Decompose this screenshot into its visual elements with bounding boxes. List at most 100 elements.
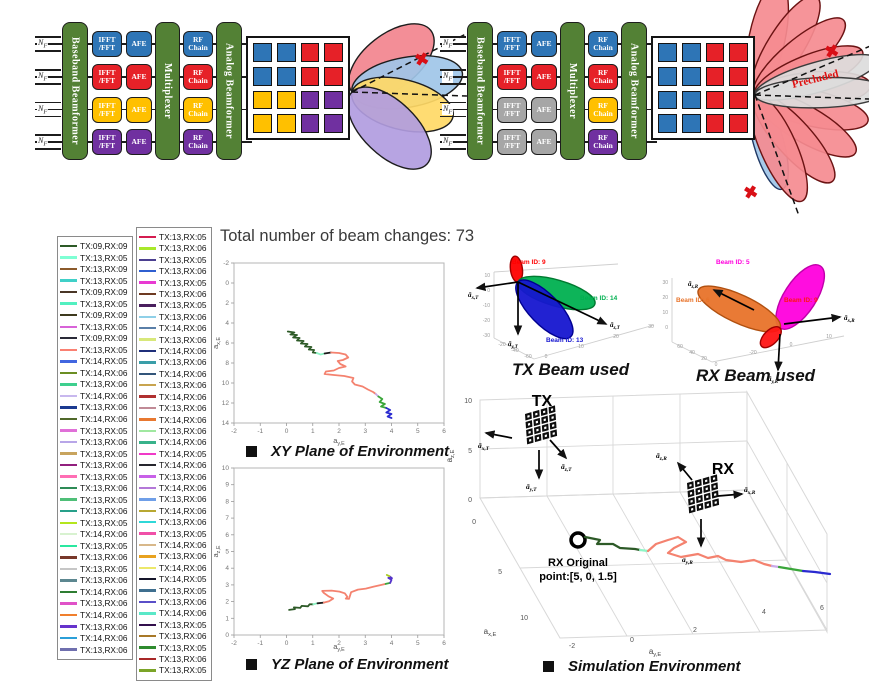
- rect-element: [544, 434, 548, 438]
- z-tick-label: 0: [468, 497, 472, 504]
- legend-color-swatch: [60, 590, 77, 594]
- input-bus-line: [440, 36, 466, 38]
- line-element: [679, 491, 761, 633]
- x-tick-label: -2: [231, 428, 237, 435]
- rx-origin-marker: [569, 531, 587, 549]
- x-tick-label: 5: [416, 428, 420, 435]
- tspan-element: z,T: [613, 325, 621, 331]
- afe-block: AFE: [126, 96, 152, 123]
- input-bus-line: [35, 101, 61, 103]
- legend-item: TX:13,RX:06: [139, 597, 209, 607]
- legend-label: TX:13,RX:06: [80, 460, 128, 471]
- stream-count-label: NF: [37, 71, 49, 83]
- legend-label: TX:14,RX:06: [80, 586, 128, 597]
- input-bus-line: [440, 101, 466, 103]
- legend-item: TX:14,RX:06: [139, 369, 209, 379]
- rf-chain-block: RF Chain: [183, 31, 213, 57]
- y-axis-label: ay,E: [649, 647, 661, 658]
- legend-label: TX:14,RX:06: [159, 391, 207, 402]
- legend-color-swatch: [139, 429, 156, 433]
- beam-changes-title: Total number of beam changes: 73: [220, 227, 475, 245]
- rect-element: [712, 477, 716, 481]
- legend-label: TX:13,RX:05: [80, 425, 128, 436]
- tspan-element: ā: [768, 375, 772, 383]
- beam-id-label: Beam ID: 9: [512, 259, 546, 266]
- legend-item: TX:13,RX:05: [60, 322, 130, 332]
- legend-label: TX:14,RX:05: [159, 448, 207, 459]
- legend-label: TX:13,RX:06: [159, 266, 207, 277]
- legend-label: TX:13,RX:06: [80, 575, 128, 586]
- antenna-element: [729, 43, 748, 62]
- legend-color-swatch: [60, 279, 77, 282]
- x-tick-label: 4: [390, 640, 394, 647]
- tspan-element: z,E: [450, 449, 456, 457]
- axis-vector-label: āy,R: [768, 375, 779, 385]
- y-tick-label: 4: [762, 609, 766, 616]
- x-tick-label: 4: [390, 428, 394, 435]
- rf-chain-block: RF Chain: [588, 96, 618, 123]
- afe-block: AFE: [126, 129, 152, 155]
- tick-label: 0: [790, 342, 793, 348]
- y-tick-label: -2: [223, 260, 229, 267]
- legend-item: TX:13,RX:06: [139, 335, 209, 345]
- line-element: [612, 493, 694, 635]
- antenna-element: [729, 66, 748, 86]
- legend-item: TX:14,RX:06: [60, 633, 130, 643]
- legend-color-swatch: [139, 327, 156, 330]
- input-bus-line: [440, 69, 466, 71]
- legend-item: TX:09,RX:09: [60, 241, 130, 251]
- ifft-fft-block: IFFT /FFT: [497, 64, 527, 90]
- tspan-element: a: [445, 457, 454, 462]
- legend-item: TX:13,RX:06: [60, 506, 130, 516]
- legend-label: TX:14,RX:06: [159, 460, 207, 471]
- stream-count-label: NF: [37, 136, 49, 148]
- legend-label: TX:13,RX:05: [80, 298, 128, 309]
- tspan-element: ā: [844, 314, 848, 322]
- sub-element: F: [43, 140, 48, 148]
- legend-label: TX:09,RX:09: [80, 241, 128, 251]
- yz-plane-caption: YZ Plane of Environment: [246, 656, 449, 673]
- antenna-element: [276, 43, 296, 62]
- x-tick-label: -1: [257, 428, 263, 435]
- legend-label: TX:13,RX:06: [159, 551, 207, 562]
- input-bus-line: [440, 134, 466, 136]
- rect-element: [552, 424, 555, 427]
- y-tick-label: 0: [225, 280, 229, 287]
- legend-label: TX:13,RX:06: [80, 379, 128, 390]
- tspan-element: y,T: [511, 344, 519, 350]
- legend-label: TX:14,RX:06: [80, 390, 128, 401]
- legend-label: TX:13,RX:05: [80, 448, 128, 459]
- sub-element: F: [448, 108, 453, 116]
- legend-color-swatch: [60, 360, 77, 363]
- tspan-element: y,R: [771, 379, 779, 385]
- rect-element: [689, 483, 692, 487]
- antenna-element: [276, 66, 296, 86]
- x-tick-label: 3: [363, 428, 367, 435]
- antenna-element: [681, 66, 701, 86]
- legend-color-swatch: [139, 475, 156, 478]
- tick-label: 60: [677, 344, 683, 350]
- legend-color-swatch: [60, 290, 77, 294]
- legend-item: TX:13,RX:05: [60, 518, 130, 528]
- y-tick-label: 6: [225, 340, 229, 347]
- beam-direction-dashed-line: [754, 94, 869, 100]
- axis-vector-label: āx,T: [468, 291, 479, 301]
- rect-element: [713, 485, 716, 488]
- rf-chain-block: RF Chain: [588, 129, 618, 155]
- legend-label: TX:09,RX:09: [80, 310, 128, 321]
- tick-label: 0: [545, 354, 548, 360]
- legend-item: TX:13,RX:06: [139, 494, 209, 504]
- input-bus-line: [35, 50, 61, 52]
- beam-pair-legend-left: TX:09,RX:09 TX:13,RX:05 TX:13,RX:09 TX:13,R…: [57, 236, 133, 660]
- legend-color-swatch: [60, 556, 77, 559]
- legend-color-swatch: [60, 244, 77, 248]
- line-element: [671, 341, 713, 363]
- legend-item: TX:14,RX:06: [139, 460, 209, 470]
- legend-label: TX:14,RX:06: [80, 367, 128, 378]
- tspan-element: a: [333, 642, 338, 651]
- x-tick-label: 1: [311, 640, 315, 647]
- x-tick-label: 0: [472, 519, 476, 526]
- tick-label: -30: [483, 333, 490, 339]
- sub-element: F: [448, 75, 453, 83]
- rect-element: [527, 414, 530, 418]
